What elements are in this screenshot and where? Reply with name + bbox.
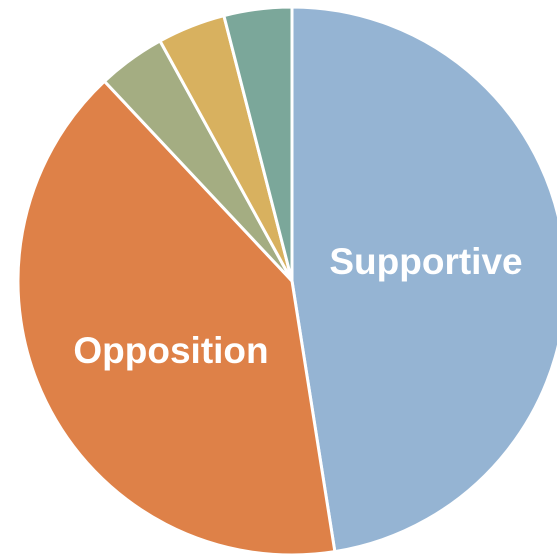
pie-slice-supportive [290, 5, 557, 554]
pie-slice-unlabeled-4 [222, 5, 294, 283]
pie-labels: Supportive Opposition [73, 241, 522, 371]
pie-label-supportive: Supportive [329, 241, 522, 282]
pie-slice-opposition [16, 79, 337, 557]
pie-slices [16, 5, 557, 557]
pie-label-opposition: Opposition [73, 330, 268, 371]
